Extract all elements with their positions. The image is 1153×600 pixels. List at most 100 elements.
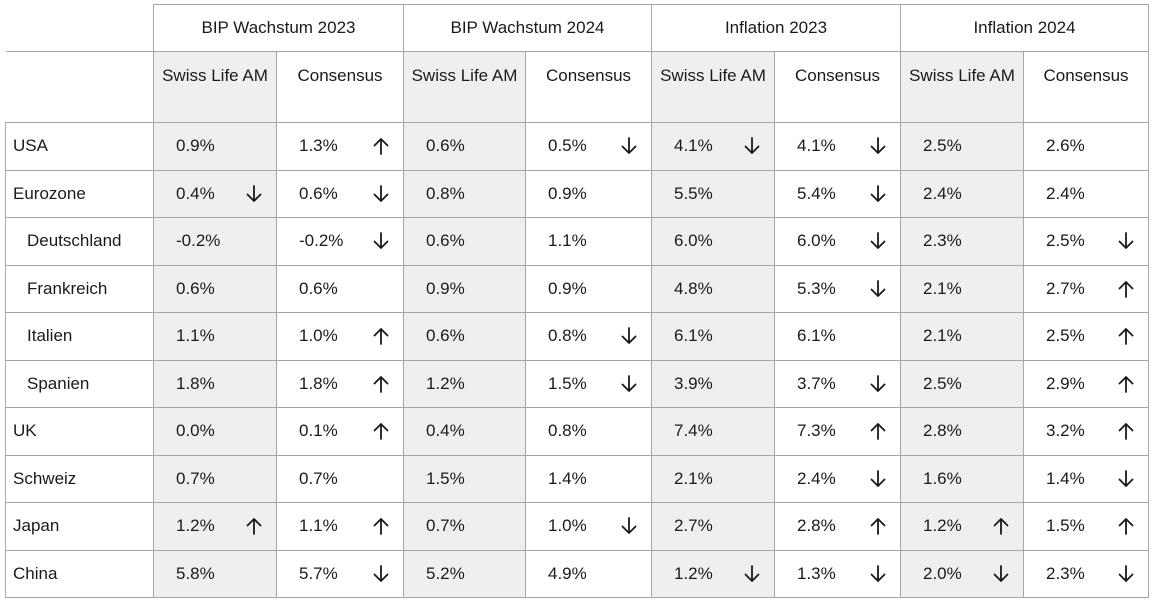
cell-value: 2.5%	[1046, 326, 1085, 346]
arrow-up-icon	[373, 422, 389, 441]
consensus-cell: 1.5%	[1023, 502, 1149, 551]
slam-cell: 1.8%	[153, 359, 277, 408]
arrow-down-icon	[1118, 232, 1134, 250]
slam-cell: 0.4%	[153, 169, 277, 218]
cell-value: 4.8%	[674, 278, 713, 298]
group-header-row: BIP Wachstum 2023 BIP Wachstum 2024 Infl…	[5, 4, 1149, 52]
cell-value: 3.7%	[797, 373, 836, 393]
consensus-cell: 1.0%	[525, 502, 652, 551]
cell-value: 0.6%	[426, 326, 465, 346]
sub-header-row: Swiss Life AM Consensus Swiss Life AM Co…	[5, 51, 1149, 123]
consensus-cell: 0.9%	[525, 264, 652, 313]
cell-value: 1.2%	[923, 516, 962, 536]
arrow-down-icon	[744, 137, 760, 155]
slam-cell: 0.6%	[153, 264, 277, 313]
arrow-down-icon	[993, 564, 1009, 583]
arrow-up-icon	[373, 137, 389, 156]
cell-value: 1.8%	[299, 373, 338, 393]
slam-cell: 0.6%	[403, 312, 526, 361]
corner-cell	[5, 4, 154, 52]
arrow-down-icon	[870, 374, 886, 393]
cell-value: 0.4%	[176, 183, 215, 203]
cell-value: 3.9%	[674, 373, 713, 393]
cell-value: 1.5%	[1046, 516, 1085, 536]
arrow-up-icon	[246, 517, 262, 536]
cell-value: 6.1%	[797, 326, 836, 346]
cell-value: 2.8%	[923, 421, 962, 441]
consensus-cell: 4.1%	[774, 122, 901, 171]
consensus-cell: 6.1%	[774, 312, 901, 361]
cell-value: 2.3%	[923, 231, 962, 251]
group-header-inflation-2024: Inflation 2024	[900, 4, 1149, 52]
consensus-cell: 2.7%	[1023, 264, 1149, 313]
cell-value: 4.1%	[674, 136, 713, 156]
arrow-up-icon	[870, 422, 886, 441]
cell-value: 2.9%	[1046, 373, 1085, 393]
cell-value: 1.3%	[797, 563, 836, 583]
cell-value: 0.9%	[548, 278, 587, 298]
slam-cell: 2.3%	[900, 217, 1024, 266]
cell-value: 0.9%	[548, 183, 587, 203]
arrow-down-icon	[744, 564, 760, 583]
cell-value: 1.3%	[299, 136, 338, 156]
slam-cell: 5.5%	[651, 169, 775, 218]
table-row: USA 0.9% 1.3% 0.6% 0.5% 4.1% 4.1% 2.5% 2.6%	[5, 122, 1149, 171]
consensus-cell: 1.0%	[276, 312, 404, 361]
cell-value: 5.7%	[299, 563, 338, 583]
cell-value: 6.0%	[674, 231, 713, 251]
slam-cell: 7.4%	[651, 407, 775, 456]
cell-value: 2.7%	[1046, 278, 1085, 298]
cell-value: 5.2%	[426, 563, 465, 583]
cell-value: 1.4%	[1046, 468, 1085, 488]
cell-value: 0.7%	[299, 468, 338, 488]
country-label: USA	[5, 122, 154, 171]
cell-value: 2.4%	[1046, 183, 1085, 203]
table-body: USA 0.9% 1.3% 0.6% 0.5% 4.1% 4.1% 2.5% 2.6% Euroz…	[5, 122, 1149, 598]
slam-cell: 1.2%	[403, 359, 526, 408]
cell-value: 5.4%	[797, 183, 836, 203]
consensus-cell: 1.4%	[1023, 454, 1149, 503]
cell-value: 2.1%	[923, 326, 962, 346]
slam-cell: 2.4%	[900, 169, 1024, 218]
slam-cell: 2.0%	[900, 549, 1024, 598]
group-header-bip-2024: BIP Wachstum 2024	[403, 4, 652, 52]
cell-value: 2.1%	[674, 468, 713, 488]
consensus-cell: 1.4%	[525, 454, 652, 503]
cell-value: 7.4%	[674, 421, 713, 441]
cell-value: 2.0%	[923, 563, 962, 583]
country-label: Japan	[5, 502, 154, 551]
table-row: Deutschland -0.2% -0.2% 0.6% 1.1% 6.0% 6.0% 2.3…	[5, 217, 1149, 266]
consensus-cell: 2.4%	[1023, 169, 1149, 218]
consensus-cell: 1.3%	[774, 549, 901, 598]
slam-cell: 2.8%	[900, 407, 1024, 456]
cell-value: 3.2%	[1046, 421, 1085, 441]
cell-value: 0.5%	[548, 136, 587, 156]
cell-value: 2.1%	[923, 278, 962, 298]
cell-value: 1.1%	[299, 516, 338, 536]
arrow-up-icon	[993, 517, 1009, 536]
slam-cell: 0.4%	[403, 407, 526, 456]
table-row: Eurozone 0.4% 0.6% 0.8% 0.9% 5.5% 5.4% 2.4% 2.4%	[5, 169, 1149, 218]
consensus-cell: 1.5%	[525, 359, 652, 408]
consensus-cell: 0.6%	[276, 169, 404, 218]
arrow-down-icon	[621, 517, 637, 535]
consensus-cell: 3.7%	[774, 359, 901, 408]
consensus-cell: 3.2%	[1023, 407, 1149, 456]
cell-value: 0.8%	[426, 183, 465, 203]
cell-value: -0.2%	[299, 231, 344, 251]
slam-cell: 6.1%	[651, 312, 775, 361]
slam-cell: 1.5%	[403, 454, 526, 503]
slam-cell: 2.5%	[900, 122, 1024, 171]
consensus-cell: 0.1%	[276, 407, 404, 456]
cell-value: 1.1%	[548, 231, 587, 251]
arrow-down-icon	[870, 564, 886, 583]
consensus-cell: 0.6%	[276, 264, 404, 313]
cell-value: 2.6%	[1046, 136, 1085, 156]
subheader-slam: Swiss Life AM	[651, 51, 775, 123]
arrow-down-icon	[870, 232, 886, 250]
group-header-inflation-2023: Inflation 2023	[651, 4, 901, 52]
cell-value: 6.1%	[674, 326, 713, 346]
cell-value: 0.1%	[299, 421, 338, 441]
slam-cell: -0.2%	[153, 217, 277, 266]
consensus-cell: 5.4%	[774, 169, 901, 218]
